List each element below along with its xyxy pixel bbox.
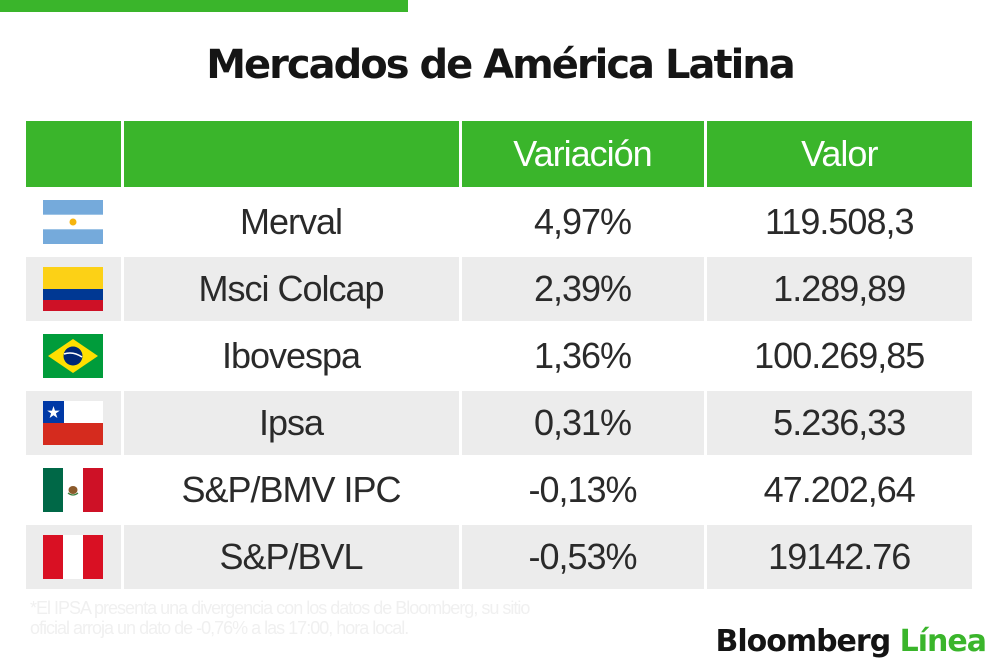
row-name: S&P/BMV IPC [122,455,462,524]
row-value: 119.508,3 [705,187,972,256]
row-name: Merval [122,187,462,256]
row-variation: 1,36% [460,321,707,390]
table-row: S&P/BVL -0,53% 19142.76 [26,522,972,589]
table-row: S&P/BMV IPC -0,13% 47.202,64 [26,455,972,524]
row-variation: 4,97% [460,187,707,256]
row-variation: 2,39% [460,254,707,323]
header-variation: Variación [460,121,707,189]
table-row: Msci Colcap 2,39% 1.289,89 [26,254,972,323]
markets-table: Variación Valor Merval 4,97% 119.508,3 [26,121,972,589]
colombia-flag-icon [43,267,104,311]
brand-logo: Bloomberg Línea [715,624,987,659]
table-row: Ipsa 0,31% 5.236,33 [26,388,972,457]
row-value: 1.289,89 [705,254,972,323]
mexico-flag-icon [43,468,104,512]
top-accent-bar [0,0,408,12]
row-name: Ibovespa [122,321,462,390]
row-value: 47.202,64 [705,455,972,524]
header-value: Valor [705,121,972,189]
footnote: *El IPSA presenta una divergencia con lo… [30,598,530,638]
chile-flag-icon [43,401,104,445]
brazil-flag-icon [43,334,104,378]
row-value: 100.269,85 [705,321,972,390]
row-variation: 0,31% [460,388,707,457]
row-value: 5.236,33 [705,388,972,457]
header-flag [26,121,124,189]
table-header-row: Variación Valor [26,121,972,189]
table-row: Ibovespa 1,36% 100.269,85 [26,321,972,390]
peru-flag-icon [43,535,104,579]
row-value: 19142.76 [705,522,972,589]
row-name: Msci Colcap [122,254,462,323]
brand-logo-part2: Línea [899,624,987,659]
table-row: Merval 4,97% 119.508,3 [26,187,972,256]
row-variation: -0,53% [460,522,707,589]
row-name: Ipsa [122,388,462,457]
header-name [122,121,462,189]
row-name: S&P/BVL [122,522,462,589]
page-title: Mercados de América Latina [206,42,796,88]
row-variation: -0,13% [460,455,707,524]
brand-logo-part1: Bloomberg [715,624,891,659]
argentina-flag-icon [43,200,104,244]
